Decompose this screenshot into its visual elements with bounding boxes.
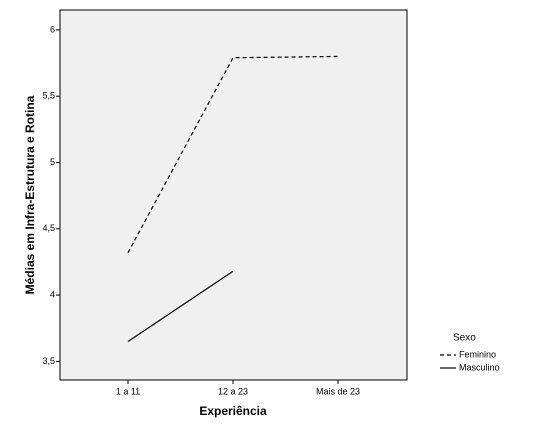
legend-label: Masculino [459,362,500,372]
x-tick-label: 12 a 23 [218,386,248,396]
y-tick-label: 6 [50,24,55,34]
plot-area [59,9,408,381]
y-tick-label: 4,5 [42,223,55,233]
y-tick-label: 5,5 [42,91,55,101]
x-tick-label: 1 a 11 [116,386,140,396]
series-line [127,270,234,343]
y-tick-label: 3,5 [42,356,55,366]
x-axis-title: Experiência [199,404,267,418]
x-tick-label: Mais de 23 [316,386,360,396]
series-line [127,55,339,253]
y-axis-title: Médias em Infra-Estrutura e Rotina [23,95,37,294]
y-tick-label: 4 [50,290,55,300]
y-tick-label: 5 [50,157,55,167]
legend-title: Sexo [453,333,476,344]
legend-label: Feminino [459,349,496,359]
